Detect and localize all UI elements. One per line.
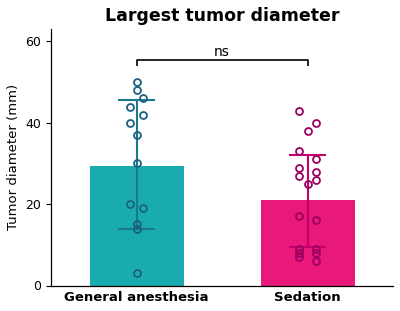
Bar bbox=[260, 200, 354, 285]
Bar bbox=[90, 165, 184, 285]
Y-axis label: Tumor diameter (mm): Tumor diameter (mm) bbox=[7, 84, 20, 230]
Title: Largest tumor diameter: Largest tumor diameter bbox=[105, 7, 339, 25]
Text: ns: ns bbox=[214, 44, 230, 58]
